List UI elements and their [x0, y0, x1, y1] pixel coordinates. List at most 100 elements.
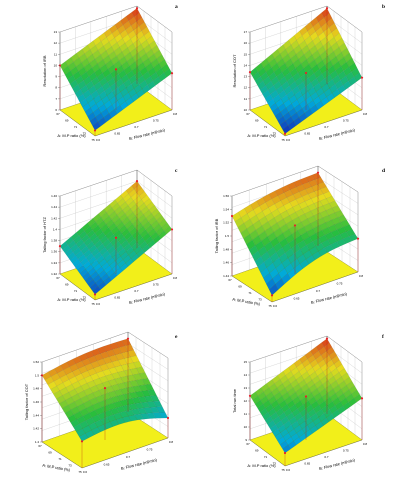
surface-facet: [284, 58, 294, 68]
surface-facet: [287, 63, 296, 73]
surface-facet: [129, 48, 139, 58]
surface-facet: [81, 358, 91, 367]
surface-facet: [334, 222, 344, 230]
y-tick-label: 0.7: [324, 455, 329, 459]
surface-facet: [303, 388, 312, 397]
surface-facet: [109, 199, 118, 208]
surface-facet: [286, 76, 296, 86]
box-edge: [249, 439, 286, 467]
surface-facet: [103, 41, 112, 51]
surface-facet: [319, 50, 329, 61]
z-tick-label: 15: [244, 360, 248, 364]
surface-facet: [101, 250, 111, 259]
design-point: [230, 214, 234, 218]
surface-facet: [307, 100, 316, 110]
surface-facet: [137, 62, 146, 72]
surface-facet: [291, 244, 301, 254]
design-point: [126, 337, 130, 340]
panel-letter-b: b: [382, 4, 385, 10]
y-tick-label: 0.8: [173, 112, 178, 116]
surface-facet: [122, 193, 132, 203]
surface-facet: [297, 392, 307, 401]
surface-facet: [320, 96, 330, 106]
surface-facet: [264, 226, 274, 237]
surface-facet: [111, 214, 120, 223]
surface-facet: [300, 59, 310, 69]
z-tick-label: 1.44: [223, 274, 229, 278]
surface-facet: [114, 267, 123, 276]
surface-facet: [99, 64, 109, 73]
surface-facet: [277, 436, 286, 445]
surface-facet: [278, 76, 288, 86]
z-tick-label: 15: [244, 52, 248, 56]
surface-facet: [122, 20, 132, 30]
surface-facet: [295, 375, 305, 385]
surface-facet: [296, 416, 306, 426]
surface-facet: [116, 51, 125, 61]
surface-facet: [296, 35, 305, 46]
y-axis-label: B: Flow rate (ml/min): [318, 127, 356, 141]
surface-facet: [102, 55, 112, 65]
x-tick-label: 69: [65, 283, 69, 287]
surface-facet: [79, 420, 89, 429]
surface-facet: [309, 104, 319, 114]
surface-facet: [129, 227, 138, 236]
surface-facet: [323, 27, 332, 37]
surface-facet: [298, 40, 308, 50]
surface-facet: [77, 378, 88, 387]
surface-facet: [301, 371, 310, 380]
surface-facet: [91, 63, 101, 73]
design-point: [360, 397, 364, 400]
z-tick-label: 17: [244, 30, 248, 34]
surface-facet: [307, 421, 316, 430]
surface-facet: [117, 25, 126, 34]
surface-facet: [121, 47, 131, 57]
surface-facet: [108, 272, 118, 281]
x-tick-label: 71: [58, 457, 62, 461]
surface-facet: [93, 251, 103, 260]
surface-panel-c: 1.32 1.34 1.36 1.38 1.4 1.42 1.44 1.46 67 69 71 73 7…: [42, 169, 177, 306]
y-axis-label: B: Flow rate (ml/min): [128, 127, 166, 141]
surface-facet: [321, 69, 331, 79]
box-edge: [284, 439, 363, 467]
surface-facet: [133, 245, 143, 254]
surface-facet: [141, 194, 150, 204]
surface-facet: [310, 77, 320, 88]
panel-letter-a: a: [175, 4, 178, 10]
surface-facet: [328, 363, 337, 373]
surface-facet: [120, 190, 129, 199]
surface-facet: [273, 391, 283, 401]
surface-facet: [337, 226, 347, 235]
x-tick-label: 67: [228, 278, 232, 282]
z-tick-label: 1.42: [51, 216, 57, 220]
surface-facet: [263, 272, 273, 285]
panel-letter-f: f: [382, 334, 384, 340]
surface-facet: [125, 185, 135, 194]
panel-letter-e: e: [175, 334, 178, 340]
surface-facet: [291, 408, 301, 417]
z-tick-label: 1.46: [223, 261, 229, 265]
surface-facet: [108, 222, 117, 231]
surface-facet: [138, 202, 147, 212]
z-tick-label: 1.44: [33, 413, 39, 417]
design-point: [283, 451, 287, 455]
surface-facet: [322, 380, 331, 389]
surface-facet: [267, 420, 276, 429]
surface-facet: [326, 347, 335, 356]
z-tick-label: 7: [55, 97, 57, 101]
surface-facet: [267, 98, 276, 108]
surface-facet: [289, 81, 298, 91]
y-tick-label: 0.75: [343, 449, 349, 453]
surface-facet: [130, 204, 139, 213]
surface-facet: [304, 95, 314, 105]
surface-facet: [89, 221, 99, 230]
surface-facet: [59, 241, 69, 250]
surface-facet: [315, 355, 324, 364]
surface-facet: [281, 404, 290, 413]
surface-facet: [87, 40, 96, 50]
surface-facet: [91, 414, 101, 423]
z-tick-label: 1.36: [51, 250, 57, 254]
surface-facet: [282, 125, 291, 134]
surface-facet: [304, 429, 313, 438]
surface-facet: [147, 401, 157, 408]
